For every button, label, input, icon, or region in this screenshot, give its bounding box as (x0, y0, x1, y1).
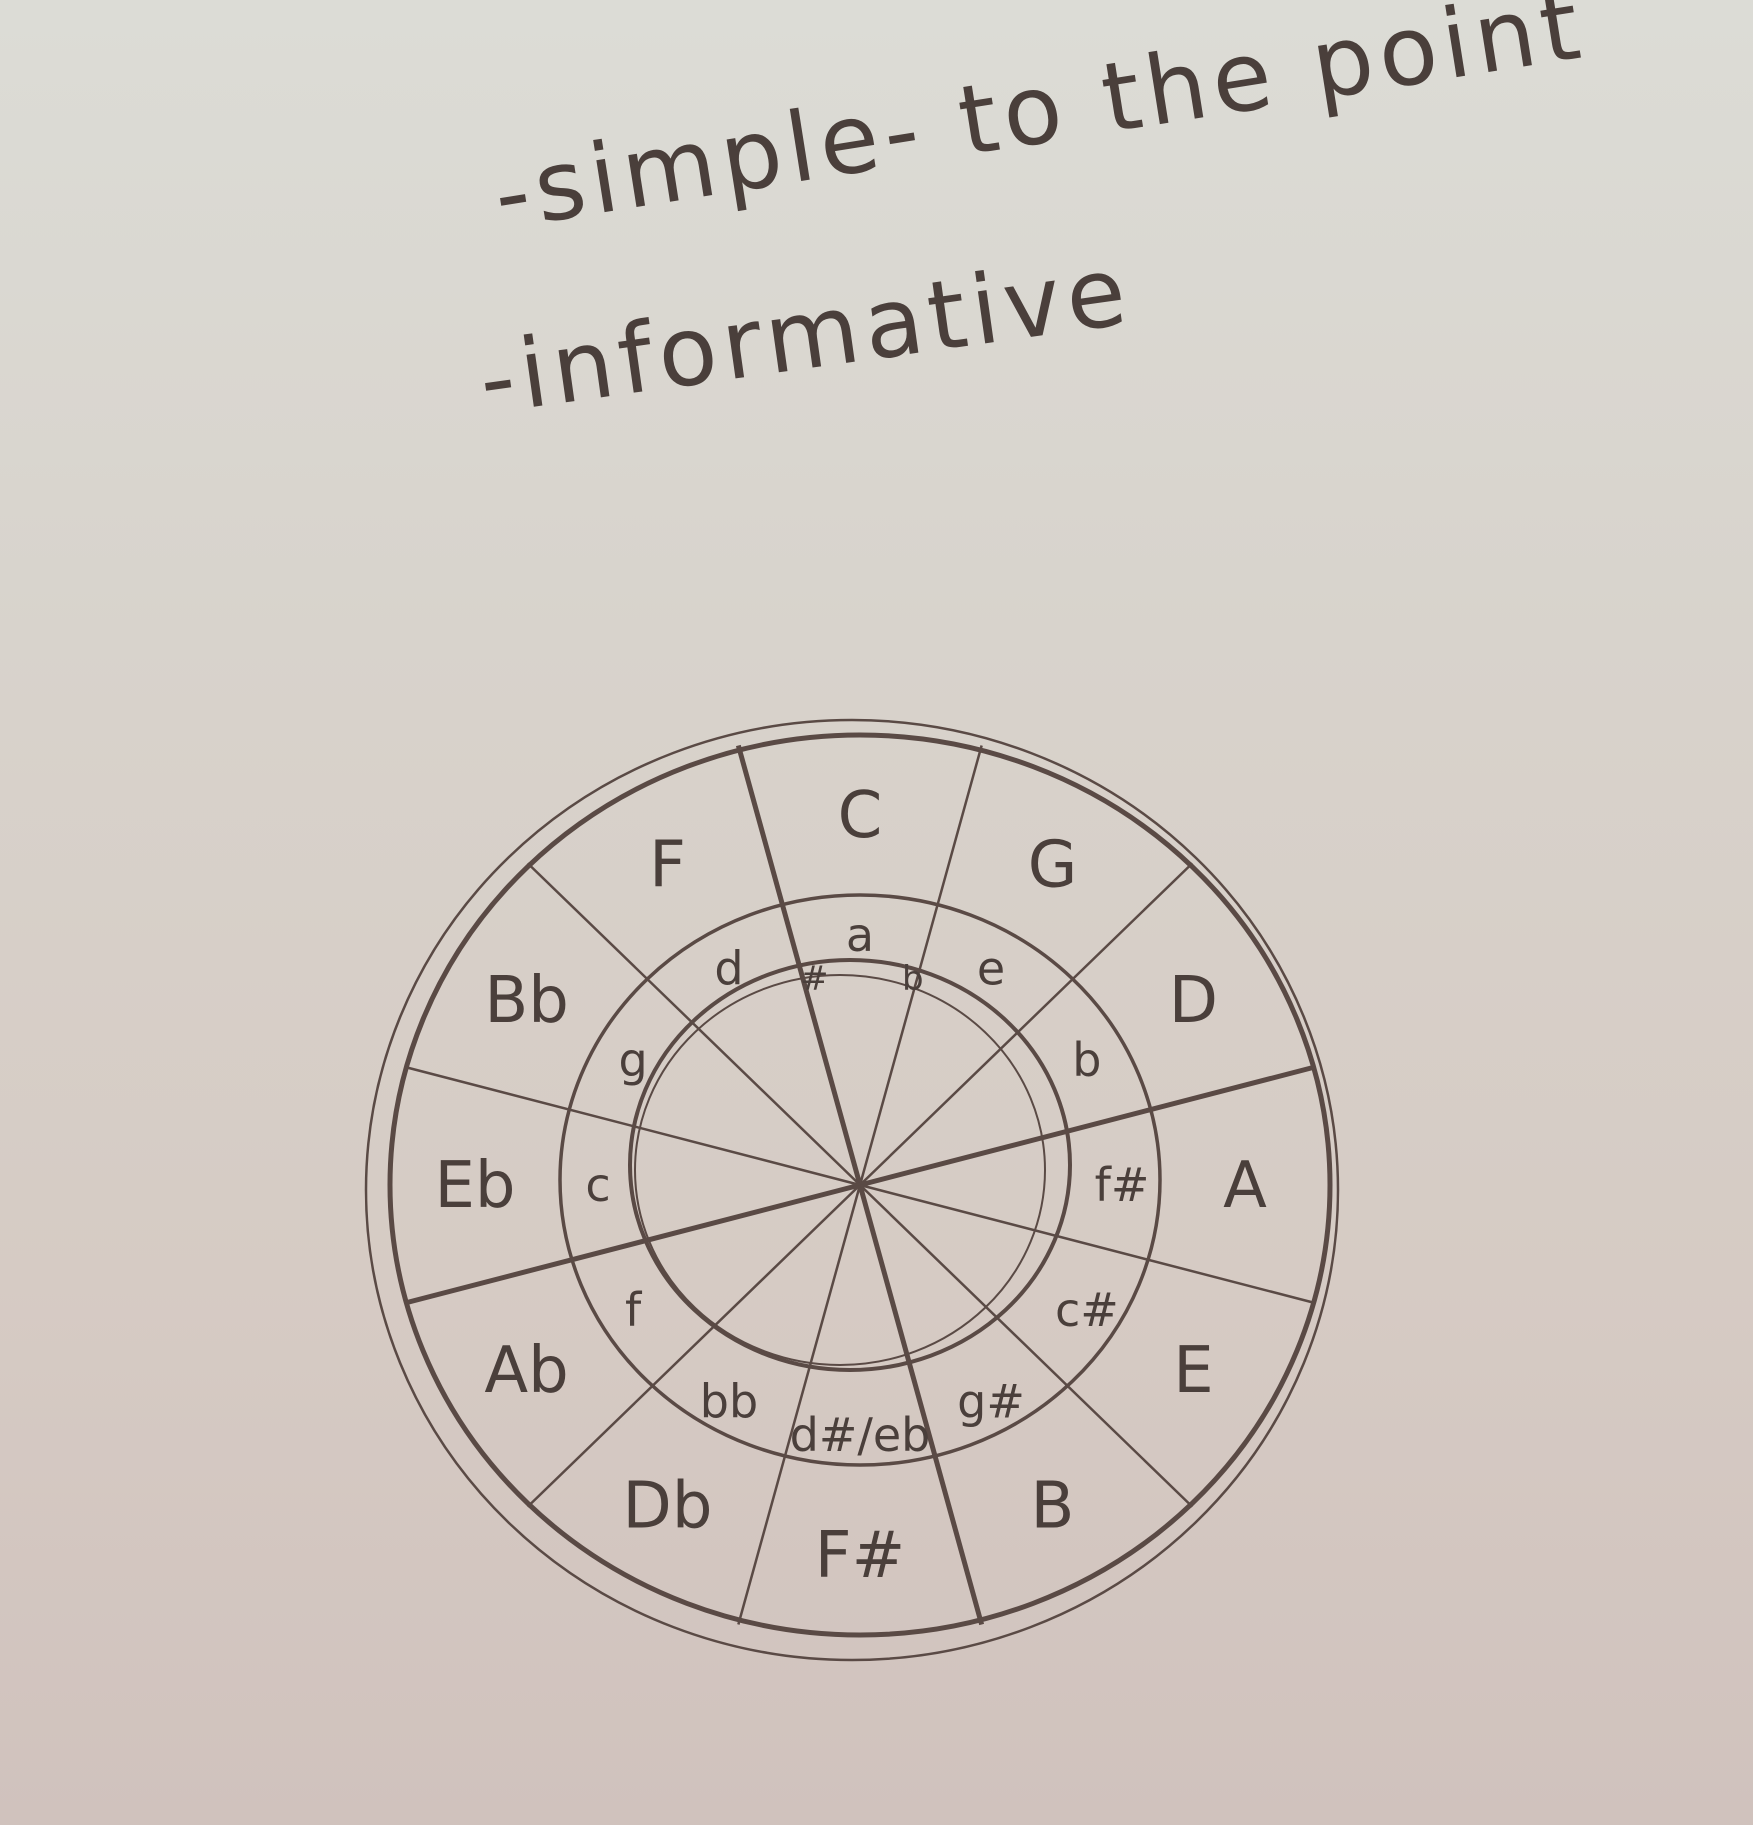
minor-key-label: a (846, 908, 874, 962)
sharp-label: # (800, 959, 829, 999)
spoke-line (857, 1184, 985, 1626)
spoke-line (526, 1184, 861, 1508)
minor-key-label: f (625, 1283, 643, 1337)
outer-ring (387, 732, 1333, 1638)
minor-key-label: d (714, 941, 743, 995)
minor-key-label: c (585, 1158, 610, 1212)
minor-key-label: g (618, 1033, 647, 1087)
minor-key-label: bb (700, 1375, 758, 1429)
major-key-label: D (1169, 964, 1218, 1038)
spoke-line (405, 1066, 861, 1187)
inner-ring-sketch (634, 974, 1046, 1366)
note-line-simple: -simple- to the point (486, 0, 1593, 252)
outer-ring-sketch (364, 718, 1340, 1662)
minor-key-label: c# (1055, 1283, 1119, 1337)
spoke-line (526, 862, 861, 1186)
spoke-line (858, 745, 983, 1186)
spoke-lines (405, 744, 1315, 1626)
spoke-line (735, 744, 863, 1186)
major-key-label: Db (623, 1469, 713, 1543)
major-key-label: F# (815, 1519, 905, 1593)
inner-ring (628, 958, 1072, 1372)
major-key-label: A (1223, 1149, 1267, 1223)
major-key-label: Ab (484, 1334, 568, 1408)
note-line-informative: -informative (472, 234, 1139, 437)
flat-label: b (902, 959, 924, 999)
major-key-label: E (1173, 1334, 1213, 1408)
spoke-line (405, 1182, 861, 1306)
spoke-line (737, 1184, 862, 1625)
circle-of-fifths-sketch: C G D A E B F# Db Ab Eb Bb F a e b f# c# g# d#/eb bb f c g d #… (364, 718, 1340, 1662)
major-key-label: Eb (434, 1149, 515, 1223)
major-key-label: G (1028, 829, 1078, 903)
minor-key-label: e (977, 941, 1005, 995)
spoke-line (859, 862, 1194, 1186)
minor-key-labels: a e b f# c# g# d#/eb bb f c g d (585, 908, 1149, 1462)
major-key-label: Bb (484, 964, 569, 1038)
minor-key-label: g# (957, 1375, 1025, 1429)
major-key-label: F (649, 829, 686, 903)
major-key-label: B (1031, 1469, 1075, 1543)
minor-key-label: d#/eb (790, 1408, 931, 1462)
minor-key-label: f# (1095, 1158, 1150, 1212)
middle-ring (558, 893, 1162, 1467)
spoke-line (859, 1184, 1194, 1508)
major-key-label: C (838, 779, 883, 853)
major-key-labels: C G D A E B F# Db Ab Eb Bb F (434, 779, 1267, 1593)
minor-key-label: b (1072, 1033, 1101, 1087)
spoke-line (859, 1183, 1315, 1304)
spoke-line (859, 1064, 1315, 1188)
